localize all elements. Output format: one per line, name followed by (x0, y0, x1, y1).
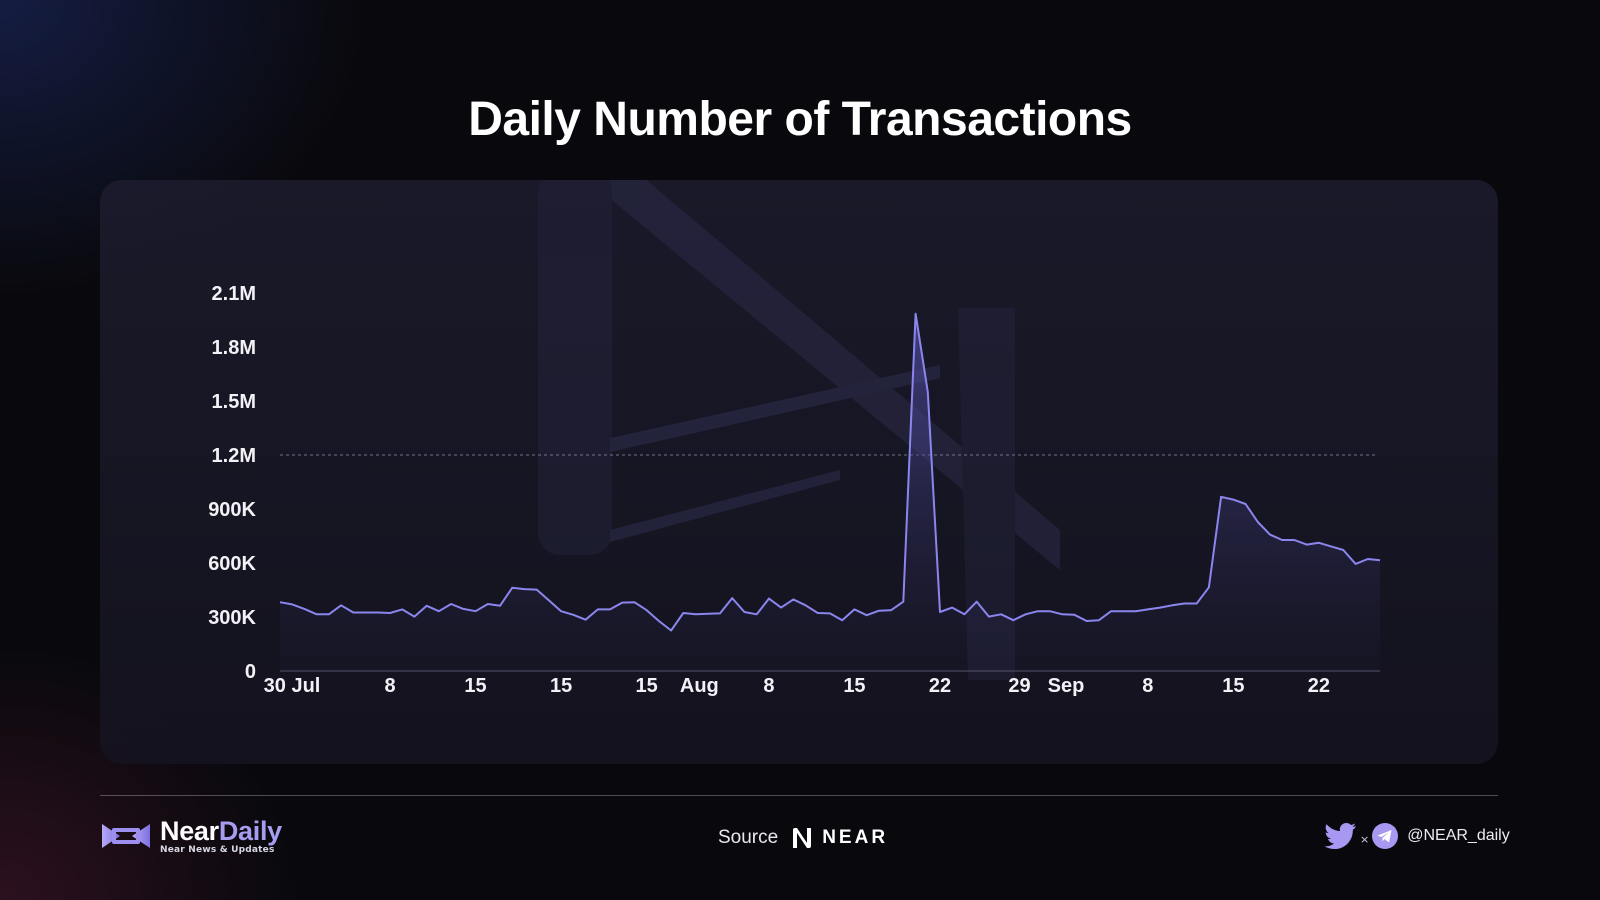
x-tick-label: 22 (929, 675, 951, 697)
series-line (279, 312, 1381, 632)
x-tick-label: 8 (1142, 675, 1153, 697)
x-tick-label: Sep (1048, 675, 1085, 697)
neardaily-brand[interactable]: NearDaily Near News & Updates (100, 816, 282, 856)
twitter-icon[interactable] (1325, 822, 1357, 850)
x-tick-label: 15 (636, 675, 658, 697)
neardaily-logo-icon (102, 824, 150, 848)
near-logo-watermark (538, 180, 1060, 680)
x-tick-label: 29 (1008, 675, 1030, 697)
y-tick-label: 600K (208, 553, 256, 575)
chart-title: Daily Number of Transactions (468, 93, 1132, 146)
social-links: × @NEAR_daily (1325, 822, 1510, 850)
chart-plot: 0 300K 600K 900K 1.2M 1.5M 1.8M 2.1M 30 Jul 8 15 1… (208, 283, 1381, 697)
y-tick-label: 2.1M (212, 283, 256, 305)
y-tick-label: 300K (208, 607, 256, 629)
x-tick-label: 15 (1222, 675, 1244, 697)
social-handle[interactable]: @NEAR_daily (1407, 827, 1510, 844)
chart-panel: 0 300K 600K 900K 1.2M 1.5M 1.8M 2.1M 30 Jul 8 15 1… (100, 180, 1498, 764)
brand-name-near: Near (160, 815, 219, 846)
telegram-icon[interactable] (1372, 823, 1399, 849)
social-separator: × (1360, 832, 1370, 846)
x-tick-label: 15 (550, 675, 572, 697)
y-tick-label: 1.8M (212, 337, 256, 359)
x-tick-label: 22 (1308, 675, 1330, 697)
series-area (280, 313, 1380, 671)
y-tick-label: 900K (208, 499, 256, 521)
brand-tagline: Near News & Updates (160, 844, 275, 855)
near-protocol-icon (793, 828, 812, 848)
source-name: NEAR (822, 827, 889, 848)
x-tick-label: 15 (843, 675, 865, 697)
brand-name: NearDaily (160, 815, 282, 846)
source-credit: Source NEAR (718, 826, 888, 850)
y-tick-label: 1.5M (212, 391, 256, 413)
x-tick-label: 8 (384, 675, 395, 697)
y-tick-label: 1.2M (212, 445, 256, 467)
x-tick-label: 30 Jul (264, 675, 321, 697)
x-tick-label: 8 (763, 675, 774, 697)
footer-divider (100, 795, 1498, 796)
source-label: Source (718, 827, 779, 848)
y-tick-label: 0 (245, 661, 256, 683)
x-tick-label: 15 (464, 675, 486, 697)
x-tick-label: Aug (680, 675, 719, 697)
brand-name-daily: Daily (218, 815, 282, 846)
